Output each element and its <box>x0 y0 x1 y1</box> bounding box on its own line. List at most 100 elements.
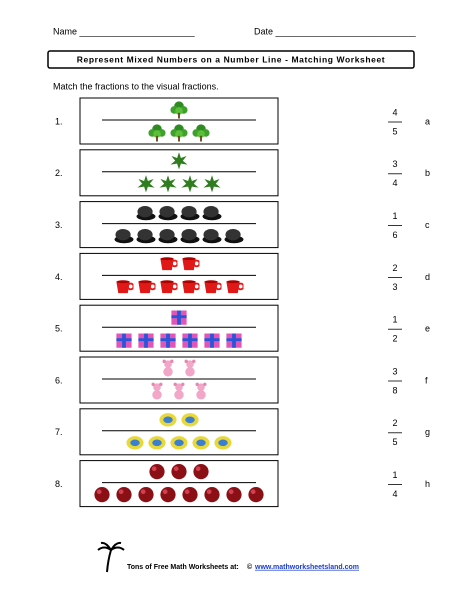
picture-icon <box>171 464 187 480</box>
answer-letter: c <box>425 220 430 230</box>
problem-number: 8. <box>55 479 63 489</box>
footer-copyright: © <box>247 563 253 571</box>
numerator: 3 <box>392 366 397 376</box>
picture-icon <box>181 175 199 193</box>
answer-letter: g <box>425 427 430 437</box>
picture-icon <box>149 464 165 480</box>
picture-icon <box>138 487 154 503</box>
problem-number: 6. <box>55 375 63 385</box>
picture-icon <box>225 279 244 295</box>
answer-letter: h <box>425 479 430 489</box>
picture-icon <box>158 228 178 244</box>
rows: 1. 4 5 a 2. 3 4 b 3. 1 6 c 4. 2 3 d 5. 1 2 e 6. 3 8 f 7. 2 5… <box>55 97 430 508</box>
picture-icon <box>115 279 134 295</box>
picture-icon <box>203 175 221 193</box>
picture-icon <box>159 279 178 295</box>
picture-icon <box>173 382 185 400</box>
denominator: 5 <box>392 126 397 136</box>
picture-icon <box>159 413 177 427</box>
picture-icon <box>195 382 207 400</box>
picture-box <box>79 201 279 249</box>
footer-text: Tons of Free Math Worksheets at: <box>127 564 239 571</box>
picture-icon <box>192 436 210 450</box>
denominator: 8 <box>392 385 397 395</box>
problem-number: 1. <box>55 116 63 126</box>
picture-box <box>79 304 279 352</box>
answer-letter: b <box>425 168 430 178</box>
picture-icon <box>224 228 244 244</box>
picture-icon <box>182 487 198 503</box>
answer-letter: e <box>425 324 430 334</box>
picture-icon <box>170 436 188 450</box>
picture-icon <box>204 487 220 503</box>
picture-icon <box>159 256 178 272</box>
numerator: 4 <box>392 107 397 117</box>
date-field: Date ____________________________ <box>254 26 417 36</box>
picture-icon <box>137 279 156 295</box>
problem-number: 3. <box>55 220 63 230</box>
picture-icon <box>126 436 144 450</box>
picture-icon <box>114 228 134 244</box>
denominator: 6 <box>392 230 397 240</box>
picture-icon <box>192 124 210 142</box>
picture-icon <box>170 124 188 142</box>
instructions: Match the fractions to the visual fracti… <box>53 81 219 91</box>
answer-letter: f <box>425 375 428 385</box>
picture-icon <box>180 205 200 221</box>
numerator: 3 <box>392 159 397 169</box>
problem-number: 4. <box>55 272 63 282</box>
picture-icon <box>184 359 196 377</box>
picture-icon <box>136 228 156 244</box>
picture-icon <box>138 333 154 348</box>
picture-box <box>79 252 279 300</box>
picture-icon <box>193 464 209 480</box>
denominator: 5 <box>392 437 397 447</box>
picture-box <box>79 97 279 145</box>
picture-icon <box>148 436 166 450</box>
numerator: 2 <box>392 418 397 428</box>
picture-icon <box>137 175 155 193</box>
picture-icon <box>148 124 166 142</box>
denominator: 2 <box>392 334 397 344</box>
picture-icon <box>180 228 200 244</box>
picture-box <box>79 149 279 197</box>
denominator: 4 <box>392 178 397 188</box>
picture-icon <box>160 487 176 503</box>
footer-link[interactable]: www.mathworksheetsland.com <box>254 564 359 571</box>
title-box <box>47 50 415 69</box>
picture-icon <box>248 487 264 503</box>
picture-icon <box>171 310 187 325</box>
numerator: 1 <box>392 315 397 325</box>
picture-icon <box>182 333 198 348</box>
picture-icon <box>116 487 132 503</box>
denominator: 4 <box>392 489 397 499</box>
picture-icon <box>203 279 222 295</box>
problem-number: 2. <box>55 168 63 178</box>
picture-icon <box>181 256 200 272</box>
picture-icon <box>170 101 188 119</box>
picture-icon <box>226 333 242 348</box>
numerator: 1 <box>392 211 397 221</box>
numerator: 2 <box>392 263 397 273</box>
problem-number: 7. <box>55 427 63 437</box>
picture-box <box>79 356 279 404</box>
picture-icon <box>162 359 174 377</box>
picture-icon <box>158 205 178 221</box>
picture-icon <box>151 382 163 400</box>
picture-icon <box>136 205 156 221</box>
picture-icon <box>94 487 110 503</box>
answer-letter: a <box>425 116 430 126</box>
answer-letter: d <box>425 272 430 282</box>
picture-box <box>79 460 279 508</box>
palm-icon <box>97 541 125 573</box>
denominator: 3 <box>392 282 397 292</box>
picture-icon <box>170 152 188 170</box>
name-field: Name _______________________ <box>53 26 196 36</box>
picture-icon <box>159 175 177 193</box>
picture-icon <box>202 205 222 221</box>
picture-icon <box>204 333 220 348</box>
picture-icon <box>181 413 199 427</box>
picture-icon <box>181 279 200 295</box>
